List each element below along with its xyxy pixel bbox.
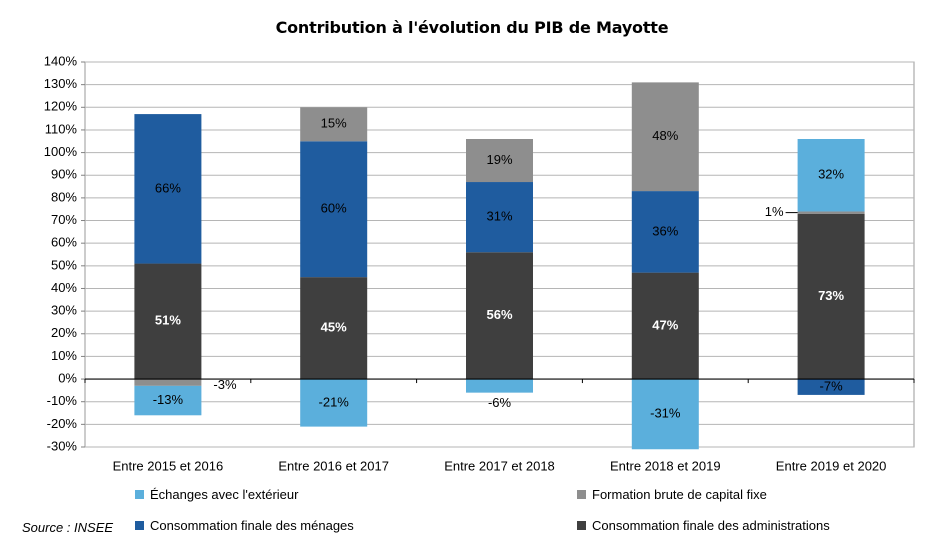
bar-segment	[797, 211, 865, 214]
bar-segment	[134, 114, 202, 264]
y-tick-label: 140%	[44, 53, 78, 68]
x-tick-label: Entre 2015 et 2016	[113, 458, 224, 473]
bar-segment	[466, 182, 533, 253]
x-tick-label: Entre 2017 et 2018	[444, 458, 555, 473]
bar-segment	[300, 379, 368, 427]
data-label: 45%	[321, 320, 347, 335]
legend-label: Formation brute de capital fixe	[592, 487, 767, 502]
bar-segment	[466, 252, 533, 380]
x-tick-label: Entre 2016 et 2017	[278, 458, 389, 473]
bar-segment	[300, 141, 368, 278]
y-tick-label: 20%	[51, 325, 77, 340]
y-tick-label: 60%	[51, 235, 77, 250]
bar-segment	[631, 379, 699, 450]
bar-segment	[797, 379, 865, 395]
y-tick-label: 80%	[51, 189, 77, 204]
y-tick-label: 0%	[58, 370, 77, 385]
data-label: 60%	[321, 201, 347, 216]
legend-swatch	[577, 521, 586, 530]
legend-swatch	[135, 490, 144, 499]
data-label: 73%	[818, 288, 844, 303]
x-tick-label: Entre 2018 et 2019	[610, 458, 721, 473]
y-tick-label: -30%	[47, 438, 78, 453]
y-tick-label: 50%	[51, 257, 77, 272]
bar-segment	[134, 385, 202, 416]
bar-segment	[300, 277, 368, 380]
data-label: 19%	[486, 152, 512, 167]
y-tick-label: 100%	[44, 144, 78, 159]
y-tick-label: 90%	[51, 167, 77, 182]
data-label: 66%	[155, 180, 181, 195]
bar-segment	[631, 82, 699, 192]
data-label: -21%	[319, 394, 350, 409]
data-label: 36%	[652, 223, 678, 238]
legend-item-administrations: Consommation finale des administrations	[577, 518, 830, 533]
data-label: 51%	[155, 313, 181, 328]
data-label: -7%	[820, 378, 844, 393]
data-label: -31%	[650, 406, 681, 421]
data-label: 32%	[818, 167, 844, 182]
y-tick-label: -10%	[47, 393, 78, 408]
bar-segment	[797, 213, 865, 380]
data-label: -3%	[213, 377, 237, 392]
x-tick-label: Entre 2019 et 2020	[776, 458, 887, 473]
data-label: 31%	[486, 209, 512, 224]
legend-label: Consommation finale des administrations	[592, 518, 830, 533]
data-label: 15%	[321, 116, 347, 131]
y-tick-label: 70%	[51, 212, 77, 227]
bar-segment	[797, 139, 865, 212]
y-tick-label: 10%	[51, 348, 77, 363]
legend-label: Consommation finale des ménages	[150, 518, 354, 533]
data-label: 56%	[486, 307, 512, 322]
y-tick-label: 110%	[45, 121, 78, 136]
data-label: -13%	[153, 392, 184, 407]
legend-label: Échanges avec l'extérieur	[150, 487, 299, 502]
bar-segment	[134, 263, 202, 380]
y-tick-label: -20%	[47, 416, 78, 431]
chart-title: Contribution à l'évolution du PIB de May…	[275, 18, 669, 37]
y-tick-label: 30%	[51, 303, 77, 318]
bar-segment	[631, 191, 699, 273]
data-label: 48%	[652, 128, 678, 143]
legend-item-echanges: Échanges avec l'extérieur	[135, 487, 298, 502]
source-note: Source : INSEE	[22, 520, 114, 535]
bar-segment	[134, 379, 202, 386]
legend-item-fbcf: Formation brute de capital fixe	[577, 487, 767, 502]
data-label: 1%	[765, 204, 784, 219]
legend-item-menages: Consommation finale des ménages	[135, 518, 354, 533]
y-tick-label: 130%	[44, 76, 78, 91]
y-tick-label: 120%	[44, 99, 78, 114]
bar-segment	[300, 107, 368, 142]
bar-segment	[466, 379, 533, 393]
data-label: 47%	[652, 317, 678, 332]
legend-swatch	[577, 490, 586, 499]
y-tick-label: 40%	[51, 280, 77, 295]
data-label: -6%	[488, 395, 512, 410]
bar-segment	[631, 272, 699, 380]
bar-segment	[466, 139, 533, 183]
legend-swatch	[135, 521, 144, 530]
